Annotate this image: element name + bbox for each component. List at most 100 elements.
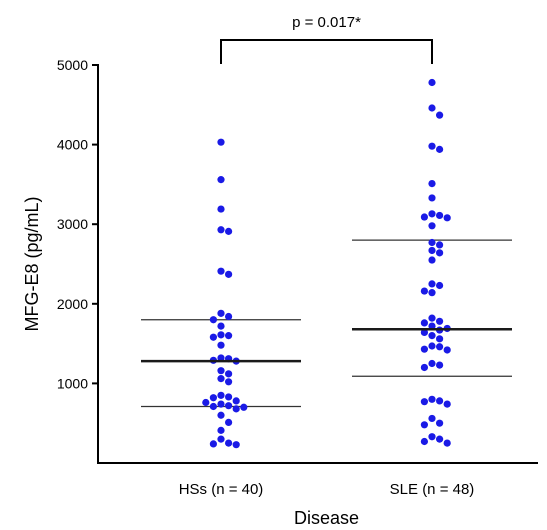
data-point [232,397,240,405]
data-point [443,214,451,222]
y-tick-label: 4000 [57,137,88,153]
y-tick-label: 2000 [57,296,88,312]
data-point [225,332,233,340]
data-point [436,281,444,290]
y-axis-title: MFG-E8 (pg/mL) [22,196,42,331]
data-point [217,341,225,349]
data-point [225,402,233,410]
data-point [428,322,436,330]
data-point [428,210,436,218]
data-point [428,414,436,423]
data-point [232,405,240,413]
data-point [209,316,217,324]
data-point [428,238,436,247]
data-point [217,226,225,234]
data-point [202,398,210,407]
data-point [420,319,428,327]
data-point [443,400,451,408]
data-point [428,180,436,188]
data-point [209,402,217,411]
data-point [436,249,444,257]
data-point [209,394,217,402]
data-point [436,211,444,220]
y-tick-label: 1000 [57,375,88,391]
interquartile-lines [141,239,512,408]
data-point [428,78,436,87]
data-point [428,359,436,368]
data-point [420,213,428,221]
data-point [428,314,436,322]
data-point [225,270,233,278]
data-point [428,142,436,150]
data-point [428,342,436,350]
x-category-label: HSs (n = 40) [179,481,264,498]
x-axis-title: Disease [294,508,359,528]
data-point [420,398,428,406]
data-point [225,227,233,235]
data-point [428,280,436,288]
significance-bracket [220,39,433,64]
data-point [217,426,225,434]
data-point [225,370,233,378]
data-point [428,256,436,264]
data-point [428,222,436,230]
data-point [232,441,240,449]
data-point [217,411,225,419]
data-point [428,433,436,441]
data-point [420,437,428,446]
data-point [436,317,444,325]
data-point [436,145,444,153]
data-point [225,393,233,401]
y-axis: 1000 2000 3000 4000 5000 [57,57,99,463]
data-point [217,400,225,408]
data-point [209,440,217,448]
data-point [217,267,225,275]
data-point [428,194,436,202]
data-point [209,333,217,341]
data-point [443,439,451,447]
data-point [420,421,428,429]
data-point [240,403,248,411]
data-point [217,322,225,330]
data-point [436,361,444,369]
data-point [436,111,444,119]
data-point [217,354,225,362]
data-point [225,439,233,447]
y-tick-label: 3000 [57,216,88,232]
data-point [428,289,436,297]
data-point [436,435,444,443]
data-point [217,367,225,375]
x-axis: HSs (n = 40) SLE (n = 48) [97,462,538,498]
data-point [428,332,436,340]
data-point [428,395,436,403]
data-points [202,78,451,449]
data-point [420,363,428,372]
data-point [217,331,225,339]
data-point [217,138,225,146]
data-point [225,378,233,386]
data-point [420,328,428,337]
data-point [420,287,428,295]
data-point [217,309,225,317]
data-point [436,335,444,343]
data-point [217,375,225,383]
data-point [420,345,428,353]
median-lines [141,328,512,363]
data-point [225,418,233,427]
p-value-label: p = 0.017* [292,14,361,31]
data-point [217,176,225,184]
data-point [225,312,233,321]
data-point [217,205,225,213]
data-point [217,391,225,399]
data-point [436,397,444,405]
data-point [436,343,444,351]
data-point [428,246,436,255]
significance-annotation: p = 0.017* [220,14,433,64]
data-point [436,419,444,427]
data-point [436,241,444,249]
data-point [217,435,225,443]
y-tick-label: 5000 [57,57,88,73]
x-category-label: SLE (n = 48) [390,481,475,498]
data-point [428,104,436,112]
